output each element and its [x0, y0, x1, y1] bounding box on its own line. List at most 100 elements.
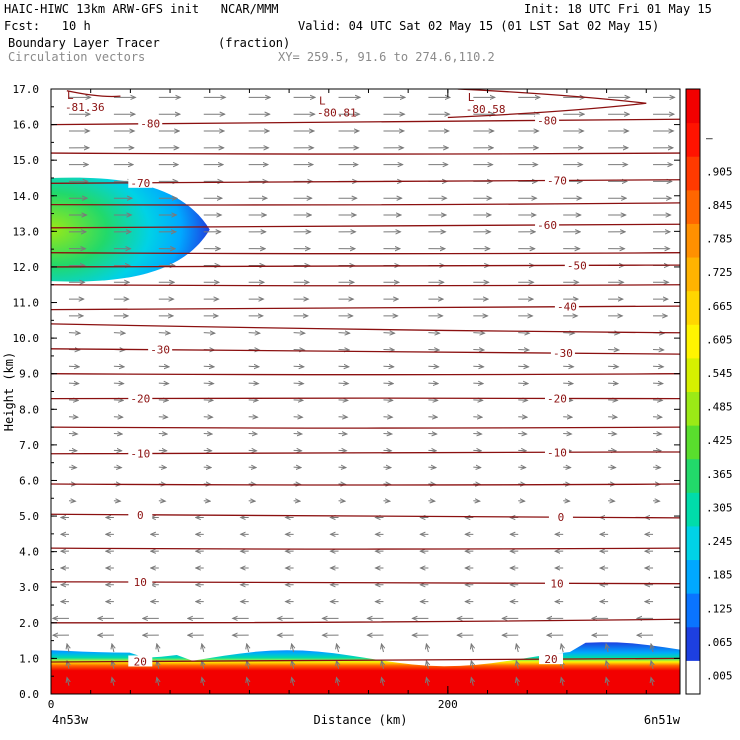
colorbar-label: — [706, 132, 713, 145]
colorbar-swatch [686, 290, 700, 325]
tracer-field [51, 177, 680, 694]
contour-label-bg [544, 446, 569, 458]
vector-arrow [383, 333, 394, 334]
vector-arrow [382, 678, 384, 686]
vector-arrow [473, 333, 484, 334]
vector-arrow [293, 349, 305, 350]
vector-arrow [293, 333, 305, 334]
contour-label-bg [550, 347, 575, 359]
vector-arrow [382, 661, 384, 669]
vector-arrow [203, 366, 214, 367]
y-tick-label: 4.0 [19, 546, 39, 559]
vector-arrow [112, 678, 114, 686]
vector-arrow [428, 333, 439, 334]
vector-arrow [606, 678, 608, 686]
contour-label-bg [564, 259, 589, 271]
colorbar-swatch [686, 492, 700, 527]
y-tick-label: 0.0 [19, 688, 39, 701]
xy-coords: XY= 259.5, 91.6 to 274.6,110.2 [278, 50, 495, 64]
vector-arrow [563, 383, 573, 384]
vector-arrow [471, 644, 473, 653]
contour-label-bg [128, 576, 153, 588]
vector-arrow [608, 383, 618, 384]
init-time: Init: 18 UTC Fri 01 May 15 [524, 2, 712, 16]
vector-arrow [428, 349, 439, 350]
contour-label-bg [544, 392, 569, 404]
vector-arrow [338, 333, 350, 334]
contour-label-bg [128, 392, 153, 404]
temp-contour [51, 305, 680, 311]
contour-label: -30 [553, 347, 573, 360]
vector-arrow [292, 661, 294, 669]
low-marker: L [67, 89, 74, 102]
colorbar-swatch [686, 458, 700, 493]
vector-arrow [157, 644, 159, 653]
temp-contour [51, 373, 680, 376]
vector-arrow [516, 678, 518, 686]
colorbar-swatch [686, 223, 700, 258]
vector-arrow [293, 366, 304, 367]
vector-arrow [471, 678, 473, 686]
y-tick-label: 3.0 [19, 581, 39, 594]
vector-arrow [158, 366, 169, 367]
contour-label: -70 [547, 174, 567, 187]
colorbar-swatch [686, 626, 700, 661]
colorbar-label: .005 [706, 670, 733, 683]
vector-arrow [608, 366, 618, 367]
vector-arrow [382, 644, 384, 653]
colorbar-swatch [686, 525, 700, 561]
tracer-boundary-layer [51, 642, 680, 694]
temp-contour [51, 426, 680, 429]
forecast-hour: Fcst: 10 h [4, 19, 91, 33]
vector-arrow [651, 644, 653, 653]
contour-label-bg [128, 176, 153, 188]
vector-arrow [337, 644, 339, 653]
temp-contour [51, 323, 680, 334]
vector-arrow [202, 644, 204, 653]
low-value: -80.81 [317, 106, 357, 119]
y-tick-label: 17.0 [13, 83, 40, 96]
colorbar-label: .065 [706, 636, 733, 649]
vector-arrow [518, 333, 529, 334]
colorbar-label: .365 [706, 468, 733, 481]
low-value: -81.36 [65, 101, 105, 114]
vector-arrow [606, 644, 608, 653]
vector-arrow [518, 383, 528, 384]
vector-arrow [67, 644, 69, 653]
y-tick-label: 9.0 [19, 368, 39, 381]
colorbar-swatch [686, 156, 700, 191]
vector-arrow [203, 333, 215, 334]
contour-label: 10 [134, 576, 147, 589]
y-tick-label: 11.0 [13, 297, 40, 310]
contour-label-bg [548, 511, 573, 523]
y-tick-label: 7.0 [19, 439, 39, 452]
vector-arrow [157, 661, 159, 669]
vector-arrow [248, 333, 260, 334]
vector-arrow [338, 366, 349, 367]
y-tick-label: 15.0 [13, 154, 40, 167]
vector-arrow [68, 383, 79, 384]
plot-axes: 0.0 1.0 2.0 3.0 4.0 5.0 6.0 7.0 8.0 9.0 10.0 11.0 12… [2, 83, 681, 727]
colorbar-swatch [686, 324, 700, 359]
contour-label: -70 [130, 177, 150, 190]
contour-label-bg [535, 114, 560, 126]
vector-arrow [561, 678, 563, 686]
vector-arrow [518, 349, 529, 350]
vector-arrow [383, 349, 394, 350]
vector-arrow [426, 661, 428, 669]
contour-label: -10 [547, 446, 567, 459]
colorbar-swatch [686, 559, 700, 594]
contour-label: 0 [137, 509, 144, 522]
vector-arrow [248, 383, 259, 384]
vector-arrow [473, 383, 483, 384]
contour-label-bg [138, 117, 163, 129]
y-tick-label: 10.0 [13, 332, 40, 345]
contour-label: -30 [150, 344, 170, 357]
colorbar-label: .725 [706, 266, 733, 279]
colorbar-label: .245 [706, 535, 733, 548]
colorbar-label: .425 [706, 434, 733, 447]
temp-contour [51, 264, 680, 268]
colorbar-label: .545 [706, 367, 733, 380]
contour-label-bg [539, 653, 564, 665]
contour-label-bg [544, 577, 569, 589]
